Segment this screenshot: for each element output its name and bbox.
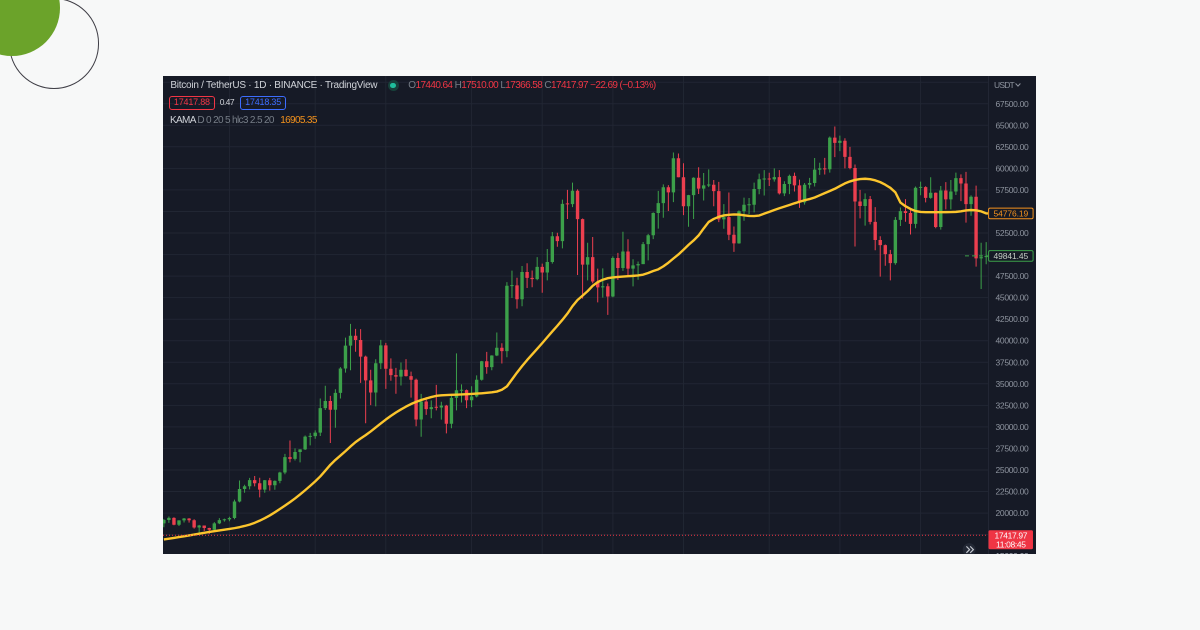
svg-text:45000.00: 45000.00 bbox=[995, 292, 1029, 302]
svg-text:USDT: USDT bbox=[994, 80, 1015, 90]
svg-text:17417.97: 17417.97 bbox=[995, 530, 1028, 540]
svg-text:15000.00: 15000.00 bbox=[995, 551, 1029, 554]
svg-text:57500.00: 57500.00 bbox=[995, 184, 1029, 194]
svg-text:30000.00: 30000.00 bbox=[995, 421, 1029, 431]
svg-text:47500.00: 47500.00 bbox=[995, 271, 1029, 281]
svg-text:20000.00: 20000.00 bbox=[995, 508, 1029, 518]
svg-text:52500.00: 52500.00 bbox=[995, 228, 1029, 238]
svg-text:27500.00: 27500.00 bbox=[995, 443, 1029, 453]
svg-text:40000.00: 40000.00 bbox=[995, 335, 1029, 345]
svg-text:60000.00: 60000.00 bbox=[995, 163, 1029, 173]
svg-text:35000.00: 35000.00 bbox=[995, 378, 1029, 388]
svg-text:11:08:45: 11:08:45 bbox=[996, 539, 1026, 549]
svg-text:25000.00: 25000.00 bbox=[995, 465, 1029, 475]
svg-text:15000.00: 15000.00 bbox=[995, 551, 1029, 554]
svg-text:32500.00: 32500.00 bbox=[995, 400, 1029, 410]
svg-text:49841.45: 49841.45 bbox=[994, 251, 1029, 261]
svg-text:65000.00: 65000.00 bbox=[995, 120, 1029, 130]
svg-text:22500.00: 22500.00 bbox=[995, 486, 1029, 496]
svg-text:42500.00: 42500.00 bbox=[995, 314, 1029, 324]
svg-text:37500.00: 37500.00 bbox=[995, 357, 1029, 367]
svg-text:54776.19: 54776.19 bbox=[994, 208, 1029, 218]
svg-text:62500.00: 62500.00 bbox=[995, 141, 1029, 151]
svg-text:67500.00: 67500.00 bbox=[995, 98, 1029, 108]
